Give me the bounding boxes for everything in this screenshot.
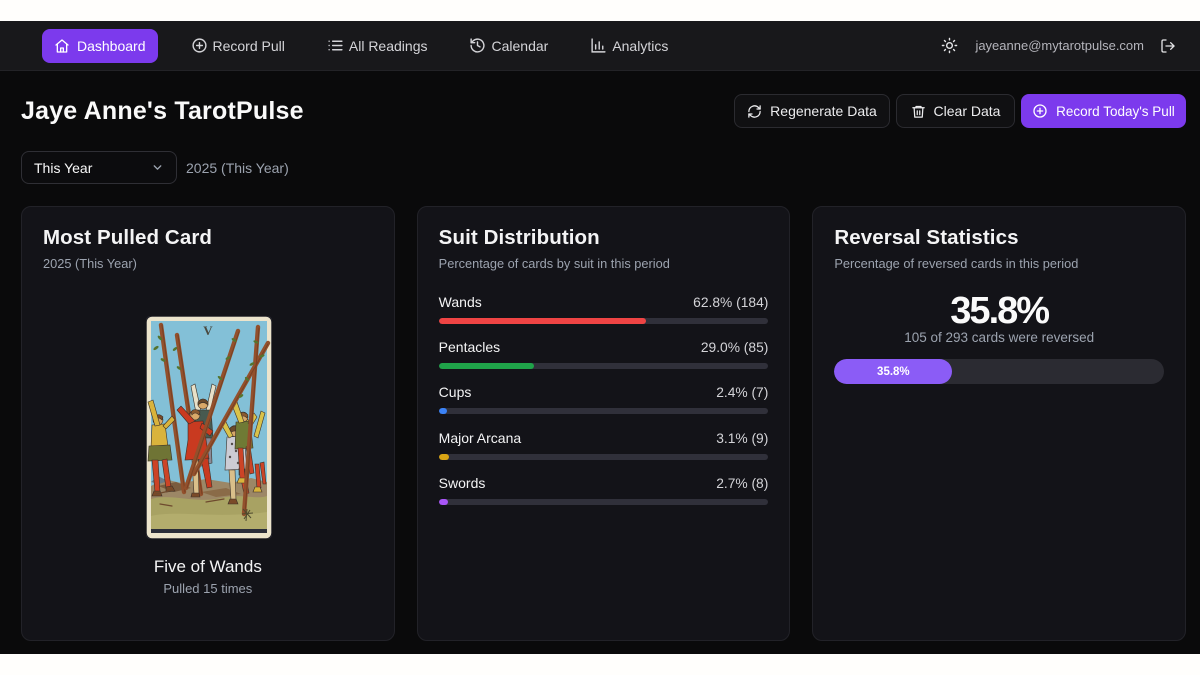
svg-text:V: V — [204, 323, 214, 338]
